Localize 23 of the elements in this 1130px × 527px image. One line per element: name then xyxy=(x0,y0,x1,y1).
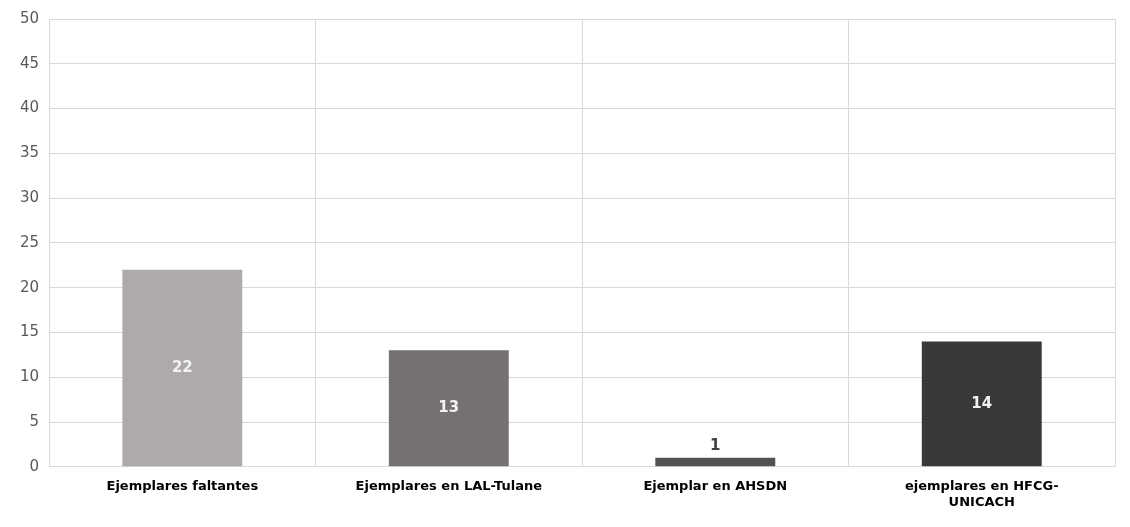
x-tick-label: Ejemplares faltantes xyxy=(106,477,259,493)
y-tick-label: 35 xyxy=(19,143,40,162)
x-tick-label: ejemplares en HFCG-UNICACH xyxy=(904,477,1059,509)
y-tick-label: 15 xyxy=(19,322,40,341)
x-tick-label: Ejemplar en AHSDN xyxy=(643,477,788,493)
data-label: 13 xyxy=(438,398,460,417)
bar xyxy=(122,269,243,467)
bar xyxy=(655,457,776,467)
y-tick-label: 0 xyxy=(29,456,40,475)
y-tick-label: 25 xyxy=(19,232,40,251)
y-tick-label: 10 xyxy=(19,367,40,386)
x-tick-label: Ejemplares en LAL-Tulane xyxy=(355,477,543,493)
y-tick-label: 30 xyxy=(19,188,40,207)
y-tick-label: 45 xyxy=(19,53,40,72)
bar xyxy=(921,341,1042,467)
y-tick-label: 20 xyxy=(19,277,40,296)
y-tick-label: 5 xyxy=(29,411,40,430)
data-label: 22 xyxy=(171,357,193,376)
bar xyxy=(388,350,509,467)
data-label: 1 xyxy=(710,435,721,454)
data-label: 14 xyxy=(971,393,993,412)
y-tick-label: 40 xyxy=(19,98,40,117)
y-tick-label: 50 xyxy=(19,8,40,27)
